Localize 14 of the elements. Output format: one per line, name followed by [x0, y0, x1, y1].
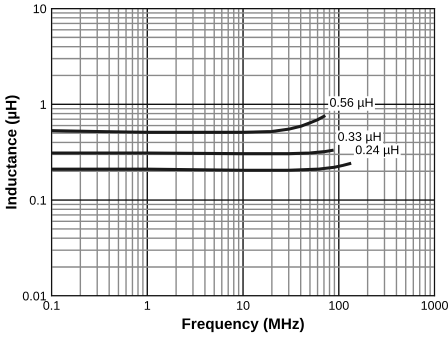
- x-tick-label: 1000: [422, 301, 448, 310]
- y-tick-label: 0.01: [22, 292, 46, 300]
- series-label: 0.24 µH: [356, 145, 398, 157]
- y-tick-label: 1: [40, 100, 46, 109]
- y-tick-label: 0.1: [30, 196, 46, 205]
- x-tick-label: 10: [237, 301, 250, 310]
- y-tick-label: 10: [34, 4, 46, 14]
- series-label: 0.56 µH: [330, 98, 373, 110]
- x-tick-label: 100: [329, 301, 349, 310]
- x-tick-label: 0.1: [43, 301, 60, 310]
- x-tick-label: 1: [144, 301, 150, 310]
- x-axis-title: Frequency (MHz): [182, 318, 304, 332]
- y-axis-title: Inductance (µH): [5, 95, 20, 209]
- series-label: 0.33 µH: [338, 132, 381, 144]
